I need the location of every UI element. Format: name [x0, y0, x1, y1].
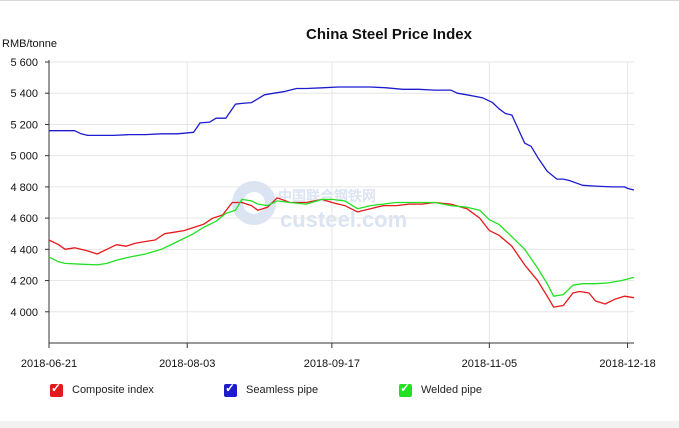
y-tick-label: 4 600 [10, 213, 38, 225]
legend-label-seamless: Seamless pipe [246, 384, 319, 396]
checkbox-icon[interactable]: ✓ [50, 380, 63, 397]
legend-label-welded: Welded pipe [421, 384, 482, 396]
x-tick-label: 2018-09-17 [304, 358, 360, 370]
y-tick-label: 5 200 [10, 119, 38, 131]
y-tick-label: 5 400 [10, 88, 38, 100]
y-tick-label: 5 600 [10, 57, 38, 69]
legend-item-seamless[interactable]: ✓ Seamless pipe [224, 381, 318, 399]
watermark-text: 中国联合钢铁网 [278, 188, 376, 204]
x-tick-label: 2018-08-03 [159, 358, 215, 370]
y-tick-label: 5 000 [10, 151, 38, 163]
y-tick-label: 4 000 [10, 307, 38, 319]
x-tick-label: 2018-12-18 [599, 358, 655, 370]
series-line-welded-pipe [48, 198, 635, 297]
watermark-subtext: custeel.com [280, 207, 407, 232]
y-tick-label: 4 400 [10, 244, 38, 256]
x-tick-label: 2018-06-21 [21, 358, 77, 370]
series-line-composite-index [48, 197, 635, 308]
series-line-seamless-pipe [49, 86, 635, 191]
legend-item-welded[interactable]: ✓ Welded pipe [399, 381, 482, 399]
series-layer [48, 86, 635, 308]
y-tick-label: 4 800 [10, 182, 38, 194]
y-axis-label: RMB/tonne [2, 38, 57, 50]
watermark: 中国联合钢铁网 custeel.com [232, 181, 407, 232]
legend-label-composite: Composite index [72, 384, 154, 396]
x-tick-label: 2018-11-05 [462, 358, 517, 370]
checkbox-icon[interactable]: ✓ [399, 380, 412, 397]
y-tick-label: 4 200 [10, 276, 38, 288]
legend-item-composite[interactable]: ✓ Composite index [50, 381, 154, 399]
checkbox-icon[interactable]: ✓ [224, 380, 237, 397]
axes: 4 000 4 200 4 400 4 600 4 800 5 000 5 200 5 400… [10, 57, 655, 370]
chart-title: China Steel Price Index [306, 26, 473, 43]
